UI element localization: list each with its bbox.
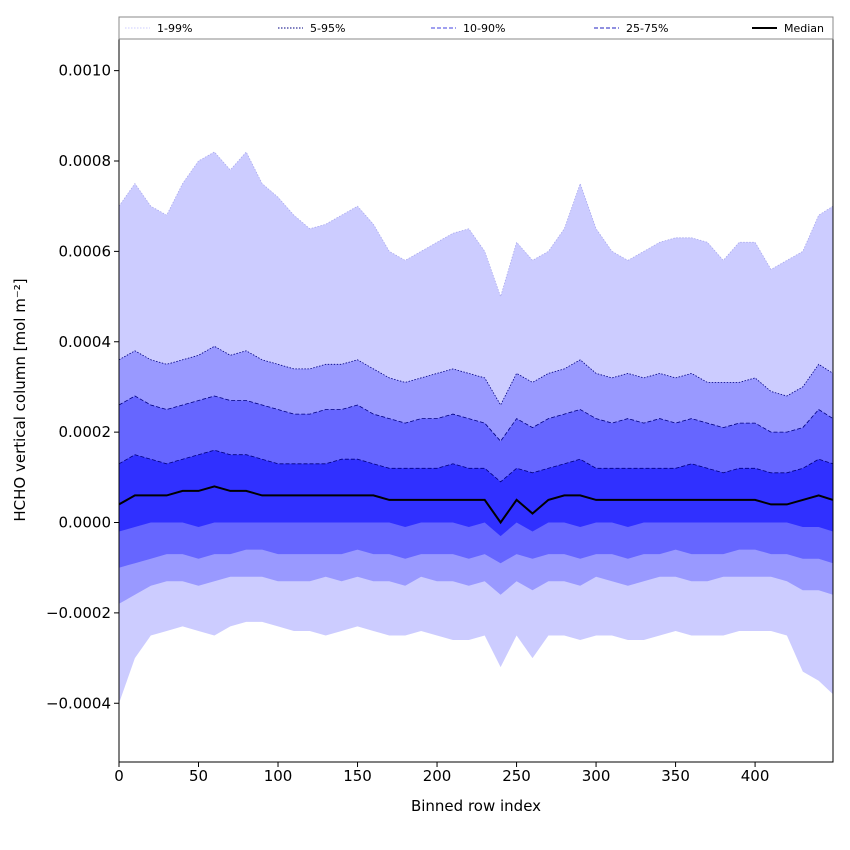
- x-axis-label: Binned row index: [411, 797, 541, 815]
- y-tick-label: −0.0004: [46, 694, 111, 712]
- legend-frame: [118, 16, 834, 40]
- legend-label-Median: Median: [784, 22, 824, 35]
- band-upper-line-25-75%: [118, 449, 834, 483]
- x-tick-label: 400: [741, 767, 770, 785]
- y-tick-label: −0.0002: [46, 604, 111, 622]
- band-upper-line-10-90%: [118, 395, 834, 442]
- x-tick-label: 150: [343, 767, 372, 785]
- x-tick-label: 0: [114, 767, 124, 785]
- legend-label-1-99%: 1-99%: [157, 22, 192, 35]
- legend: 1-99% 5-95% 10-90% 25-75% Median: [118, 16, 834, 40]
- x-tick-label: 300: [582, 767, 611, 785]
- legend-label-25-75%: 25-75%: [626, 22, 668, 35]
- x-tick-label: 250: [502, 767, 531, 785]
- band-upper-line-1-99%: [118, 151, 834, 298]
- y-axis-ticks: 0.0010 0.0008 0.0006 0.0004 0.0002 0.0000 −0.0…: [46, 62, 119, 712]
- x-tick-label: 100: [264, 767, 293, 785]
- legend-label-10-90%: 10-90%: [463, 22, 505, 35]
- median-line: [118, 485, 834, 525]
- x-tick-label: 50: [189, 767, 208, 785]
- y-tick-label: 0.0004: [59, 333, 112, 351]
- median-layer: [118, 485, 834, 525]
- y-tick-label: 0.0010: [59, 62, 112, 80]
- x-axis-ticks: 0 50 100 150 200 250 300 350 400: [114, 762, 769, 785]
- y-tick-label: 0.0000: [59, 514, 112, 532]
- band-upper-line-5-95%: [118, 345, 834, 406]
- band-25-75%: [119, 450, 833, 537]
- x-tick-label: 350: [661, 767, 690, 785]
- y-tick-label: 0.0006: [59, 242, 112, 260]
- y-tick-label: 0.0008: [59, 152, 112, 170]
- y-axis-label: HCHO vertical column [mol m⁻²]: [11, 278, 29, 521]
- x-tick-label: 200: [423, 767, 452, 785]
- percentile-bands: [118, 151, 834, 704]
- y-tick-label: 0.0002: [59, 423, 112, 441]
- legend-label-5-95%: 5-95%: [310, 22, 345, 35]
